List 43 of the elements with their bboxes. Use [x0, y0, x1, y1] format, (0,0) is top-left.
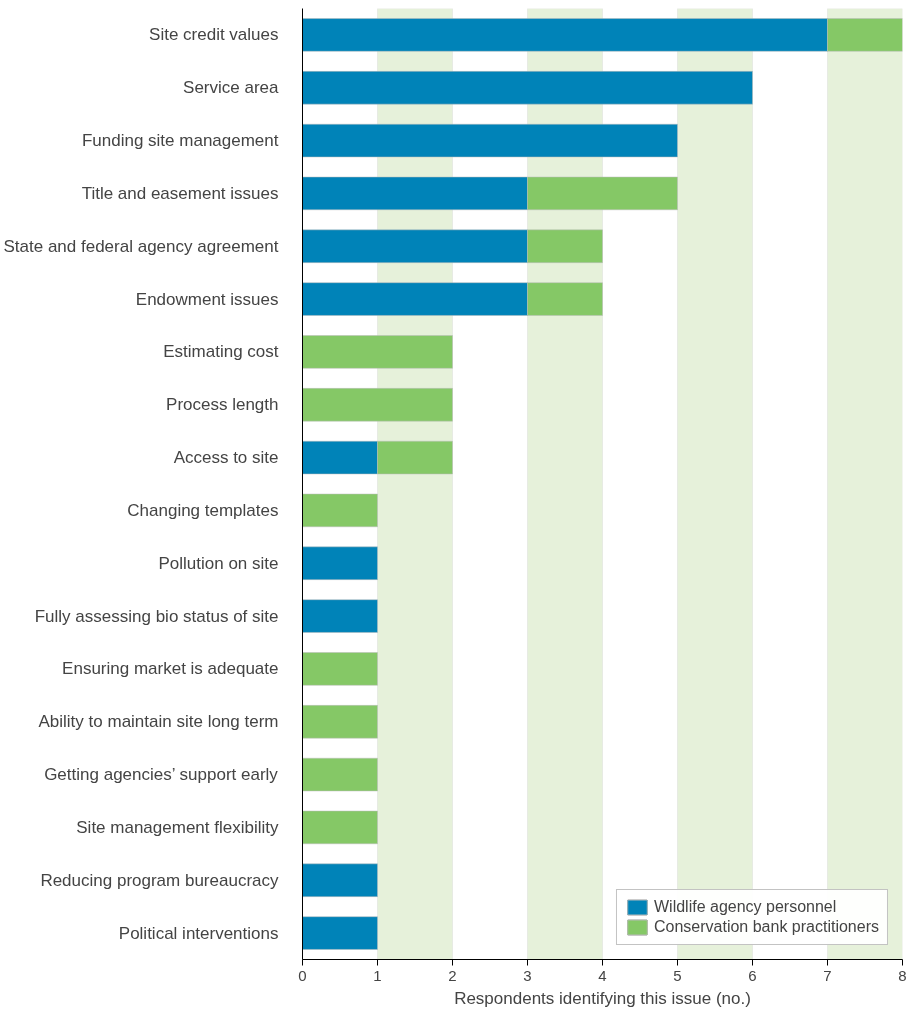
bar	[302, 599, 378, 633]
bar	[302, 123, 678, 158]
x-tick-label: 3	[523, 966, 532, 984]
bar	[302, 335, 453, 369]
x-tick-label: 2	[448, 966, 457, 984]
y-tick-label: Access to site	[173, 448, 279, 468]
y-tick-label: Ability to maintain site long term	[38, 712, 279, 732]
y-tick-label: Process length	[166, 395, 279, 415]
y-tick-label: Political interventions	[118, 923, 279, 943]
x-tick-label: 6	[748, 966, 757, 984]
x-tick-label: 7	[823, 966, 832, 984]
y-tick-label: Ensuring market is adequate	[62, 659, 279, 679]
x-tick-label: 1	[373, 966, 382, 984]
x-tick-label: 8	[898, 966, 907, 984]
x-tick-label: 5	[673, 966, 682, 984]
y-tick-label: State and federal agency agreement	[3, 236, 279, 256]
bar	[302, 863, 378, 897]
legend-label: Conservation bank practitioners	[653, 918, 879, 936]
y-tick-label: Reducing program bureaucracy	[40, 870, 279, 890]
y-tick-label: Service area	[183, 78, 280, 98]
y-tick-label: Funding site management	[81, 131, 279, 151]
legend-label: Wildlife agency personnel	[653, 898, 837, 916]
y-tick-label: Fully assessing bio status of site	[34, 606, 279, 626]
bar	[302, 652, 378, 686]
bar	[302, 388, 453, 422]
bar	[302, 916, 378, 950]
y-tick-label: Pollution on site	[158, 553, 279, 573]
y-tick-label: Site credit values	[149, 25, 279, 45]
x-axis-title: Respondents identifying this issue (no.)	[454, 988, 751, 1008]
x-tick-label: 0	[298, 966, 307, 984]
bar	[302, 810, 378, 845]
bar	[302, 493, 378, 528]
y-tick-label: Title and easement issues	[81, 183, 279, 203]
bar	[302, 71, 753, 105]
bar	[302, 757, 378, 792]
y-tick-label: Changing templates	[127, 500, 279, 520]
x-tick-label: 4	[598, 966, 607, 984]
bar	[302, 705, 378, 739]
bar	[302, 546, 378, 580]
y-tick-label: Site management flexibility	[76, 817, 279, 837]
y-tick-label: Getting agencies’ support early	[44, 765, 279, 785]
y-tick-label: Endowment issues	[135, 289, 279, 309]
y-tick-label: Estimating cost	[163, 342, 279, 362]
